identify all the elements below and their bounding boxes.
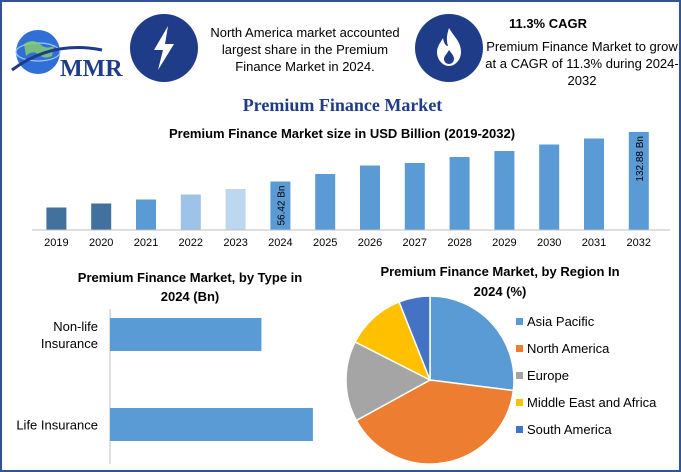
- x-tick-2023: 2023: [223, 237, 247, 249]
- data-label-2024: 56.42 Bn: [276, 186, 287, 226]
- bar-2029: [494, 151, 515, 230]
- flame-icon: [437, 28, 461, 66]
- x-tick-2020: 2020: [89, 237, 113, 249]
- bar-2030: [539, 144, 560, 230]
- bar-2025: [315, 174, 336, 230]
- legend-label-4: South America: [527, 422, 612, 437]
- pie-slice-1: [355, 379, 515, 465]
- legend-swatch-4: [516, 426, 523, 433]
- hbar-0: [110, 318, 262, 351]
- bar-chart-title: Premium Finance Market size in USD Billi…: [169, 126, 515, 141]
- mmr-logo: MMR: [8, 18, 132, 88]
- legend-swatch-0: [516, 318, 523, 325]
- legend-label-0: Asia Pacific: [527, 314, 595, 329]
- x-tick-2022: 2022: [179, 237, 203, 249]
- hbar-label-1-0: Life Insurance: [16, 418, 98, 433]
- legend-label-3: Middle East and Africa: [527, 395, 657, 410]
- pie-slice-0: [429, 295, 515, 392]
- logo-text: MMR: [60, 56, 123, 82]
- x-tick-2026: 2026: [358, 237, 382, 249]
- highlight-text: North America market accounted largest s…: [210, 25, 400, 74]
- legend-swatch-1: [516, 345, 523, 352]
- type-chart-title-line-1: Premium Finance Market, by Type in: [78, 270, 302, 285]
- x-tick-2024: 2024: [268, 237, 292, 249]
- pie-slice-2: [345, 340, 432, 422]
- x-tick-2031: 2031: [582, 237, 606, 249]
- pie-slice-4: [398, 295, 431, 381]
- legend-label-2: Europe: [527, 368, 569, 383]
- bar-2023: [225, 189, 246, 230]
- x-tick-2029: 2029: [492, 237, 516, 249]
- bar-2032: [628, 132, 649, 230]
- region-chart-title-line-2: 2024 (%): [474, 284, 527, 299]
- bar-2027: [404, 163, 425, 230]
- cagr-text: Premium Finance Market to grow at a CAGR…: [485, 39, 679, 88]
- hbar-label-0-0: Non-life: [53, 319, 98, 334]
- bar-2019: [46, 207, 67, 230]
- cagr-title: 11.3% CAGR: [508, 16, 588, 31]
- x-tick-2021: 2021: [134, 237, 158, 249]
- main-title: Premium Finance Market: [242, 95, 443, 115]
- bar-2024: [270, 181, 291, 230]
- hbar-label-0-1: Insurance: [41, 336, 98, 351]
- x-tick-2027: 2027: [403, 237, 427, 249]
- x-tick-2028: 2028: [447, 237, 471, 249]
- bar-2031: [584, 138, 604, 230]
- bar-2026: [360, 165, 380, 230]
- cagr-icon-circle: [415, 14, 483, 82]
- bar-2028: [449, 157, 470, 230]
- x-tick-2019: 2019: [44, 237, 68, 249]
- bar-2021: [136, 199, 156, 230]
- type-chart-title-line-2: 2024 (Bn): [161, 289, 220, 304]
- market-size-bar-chart: Premium Finance Market size in USD Billi…: [32, 126, 670, 249]
- highlight-icon-circle: [130, 14, 198, 82]
- legend-swatch-2: [516, 372, 523, 379]
- x-tick-2032: 2032: [627, 237, 651, 249]
- hbar-1: [110, 408, 313, 441]
- legend-swatch-3: [516, 399, 523, 406]
- legend-label-1: North America: [527, 341, 610, 356]
- lightning-bolt-icon: [154, 26, 174, 70]
- type-bar-chart: Premium Finance Market, by Type in 2024 …: [16, 270, 313, 464]
- bar-2022: [180, 194, 201, 230]
- region-chart-title-line-1: Premium Finance Market, by Region In: [380, 264, 619, 279]
- region-pie-chart: Premium Finance Market, by Region In 202…: [345, 264, 657, 465]
- bar-2020: [91, 203, 112, 230]
- x-tick-2030: 2030: [537, 237, 561, 249]
- data-label-2032: 132.88 Bn: [635, 136, 646, 182]
- x-tick-2025: 2025: [313, 237, 337, 249]
